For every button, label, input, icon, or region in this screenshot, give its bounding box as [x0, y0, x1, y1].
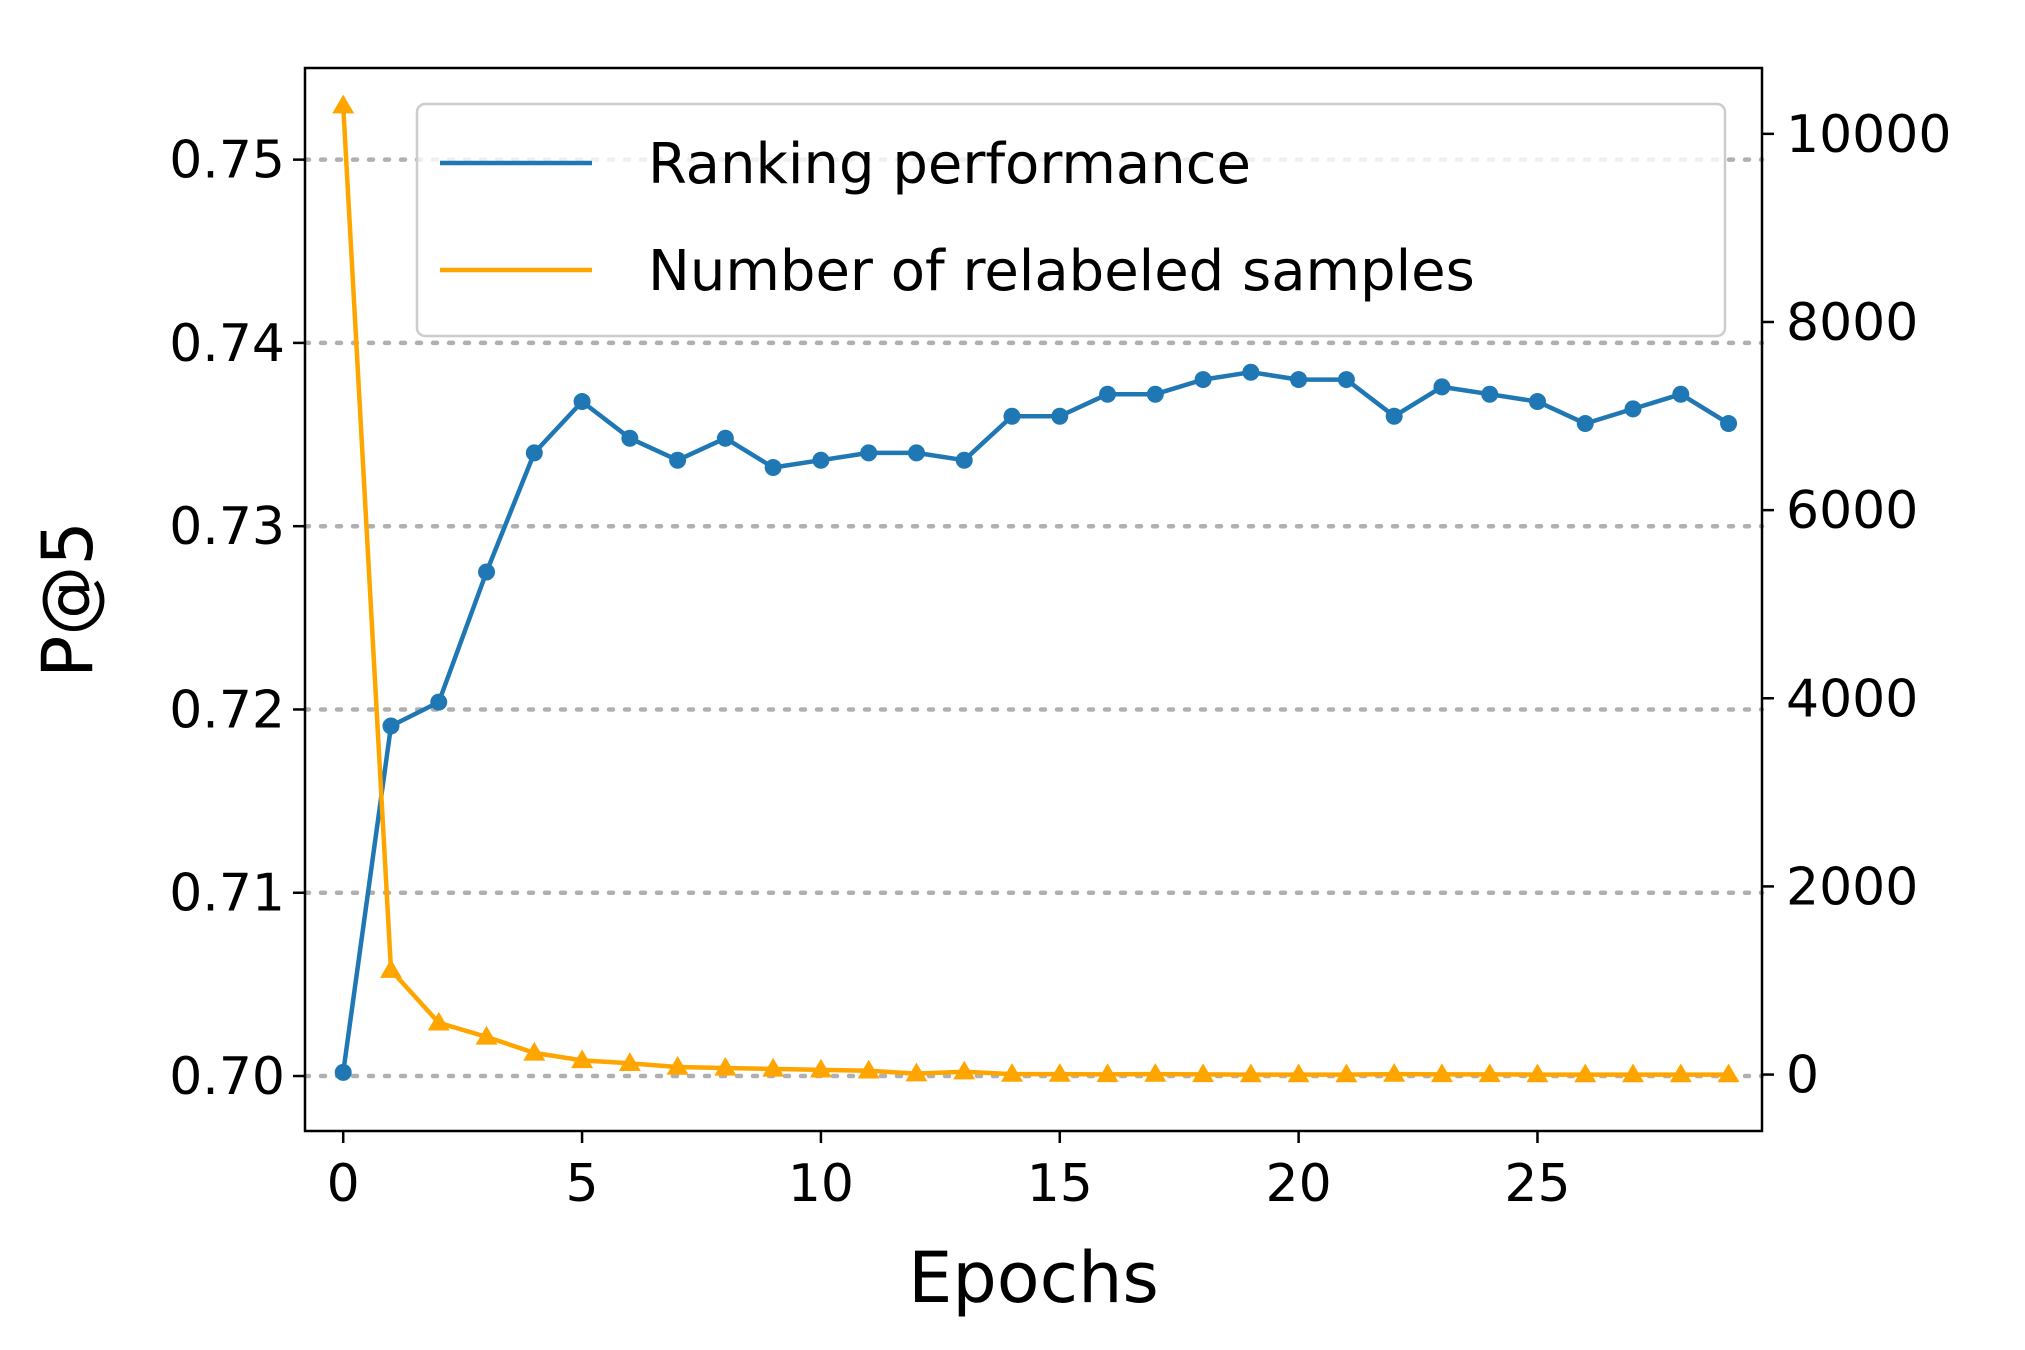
data-point-triangle: [1096, 1063, 1119, 1083]
data-point-circle: [1720, 415, 1738, 433]
y2-tick-label: 0: [1786, 1046, 1819, 1106]
data-point-circle: [525, 444, 543, 462]
series-line-1: [340, 105, 1729, 1077]
x-tick-label: 20: [1266, 1154, 1332, 1214]
series-layer: [332, 94, 1740, 1083]
data-point-triangle: [379, 959, 402, 978]
data-point-circle: [382, 717, 400, 735]
data-point-circle: [860, 444, 878, 462]
data-point-circle: [1385, 407, 1403, 425]
data-point-circle: [621, 429, 639, 447]
data-point-triangle: [1144, 1063, 1167, 1082]
data-point-triangle: [427, 1011, 450, 1031]
data-point-triangle: [1574, 1063, 1597, 1083]
data-point-triangle: [666, 1056, 689, 1075]
data-point-triangle: [1383, 1063, 1406, 1082]
axis-ticks: 0.70 0.71 0.72 0.73 0.74 0.75 0 2000 4000 6000 800…: [169, 105, 1951, 1214]
y-tick-label: 0.74: [169, 314, 285, 374]
data-point-triangle: [475, 1025, 498, 1045]
data-point-circle: [955, 451, 973, 469]
y-tick-label: 0.70: [169, 1047, 285, 1107]
data-point-circle: [573, 393, 591, 411]
y-tick-label: 0.73: [169, 497, 285, 557]
series-line-0: [340, 369, 1730, 1073]
y-tick-label: 0.72: [169, 680, 285, 740]
data-point-circle: [1481, 385, 1499, 403]
y-tick-label: 0.71: [169, 864, 285, 924]
data-point-circle: [1576, 415, 1594, 433]
y2-tick-label: 10000: [1786, 105, 1951, 165]
plot-frame: [303, 66, 1764, 1133]
legend: Ranking performance Number of relabeled …: [415, 102, 1727, 338]
data-point-triangle: [332, 94, 355, 114]
data-point-circle: [1624, 400, 1642, 418]
data-point-triangle: [523, 1041, 546, 1061]
data-point-circle: [716, 429, 734, 447]
data-point-circle: [1003, 407, 1021, 425]
data-point-circle: [764, 459, 782, 477]
data-point-circle: [430, 693, 448, 711]
data-point-triangle: [1001, 1063, 1024, 1082]
data-point-circle: [1433, 378, 1451, 396]
data-point-triangle: [1048, 1063, 1071, 1082]
x-tick-label: 0: [327, 1154, 360, 1214]
x-tick-label: 25: [1504, 1154, 1570, 1214]
x-tick-label: 15: [1027, 1154, 1093, 1214]
data-point-circle: [1242, 363, 1260, 381]
data-point-triangle: [1622, 1063, 1645, 1083]
data-point-circle: [1194, 371, 1212, 389]
data-point-triangle: [1192, 1063, 1215, 1083]
data-point-circle: [1099, 385, 1117, 403]
data-point-triangle: [953, 1060, 976, 1080]
data-point-triangle: [857, 1059, 880, 1079]
data-point-circle: [334, 1063, 352, 1081]
data-point-triangle: [762, 1057, 785, 1077]
data-point-triangle: [1717, 1063, 1740, 1083]
data-point-circle: [669, 451, 687, 469]
data-point-triangle: [1430, 1063, 1453, 1083]
data-point-circle: [1146, 385, 1164, 403]
data-point-triangle: [571, 1049, 594, 1069]
data-point-circle: [1528, 393, 1546, 411]
y-axis-title: P@5: [27, 521, 109, 678]
y-tick-label: 0.75: [169, 131, 285, 191]
data-point-circle: [1337, 371, 1355, 389]
data-point-triangle: [1669, 1063, 1692, 1083]
data-point-triangle: [1526, 1063, 1549, 1083]
data-point-triangle: [1239, 1063, 1262, 1083]
data-point-circle: [1051, 407, 1069, 425]
data-point-circle: [812, 451, 830, 469]
data-point-triangle: [905, 1062, 928, 1082]
legend-label-ranking-performance: Ranking performance: [648, 132, 1251, 197]
data-point-triangle: [714, 1056, 737, 1076]
data-point-circle: [1672, 385, 1690, 403]
legend-label-relabeled-samples: Number of relabeled samples: [648, 239, 1475, 304]
data-point-triangle: [809, 1058, 832, 1078]
data-point-triangle: [1287, 1063, 1310, 1083]
legend-box: [415, 102, 1727, 338]
data-point-circle: [1290, 371, 1308, 389]
y2-tick-label: 2000: [1786, 857, 1918, 917]
y2-tick-label: 6000: [1786, 481, 1918, 541]
x-tick-label: 10: [788, 1154, 854, 1214]
y2-tick-label: 8000: [1786, 293, 1918, 353]
x-axis-title: Epochs: [908, 1237, 1159, 1319]
data-point-circle: [478, 563, 496, 581]
data-point-triangle: [618, 1052, 641, 1071]
data-point-triangle: [1335, 1063, 1358, 1083]
x-tick-label: 5: [566, 1154, 599, 1214]
y2-tick-label: 4000: [1786, 669, 1918, 729]
data-point-circle: [907, 444, 925, 462]
data-point-triangle: [1478, 1063, 1501, 1083]
